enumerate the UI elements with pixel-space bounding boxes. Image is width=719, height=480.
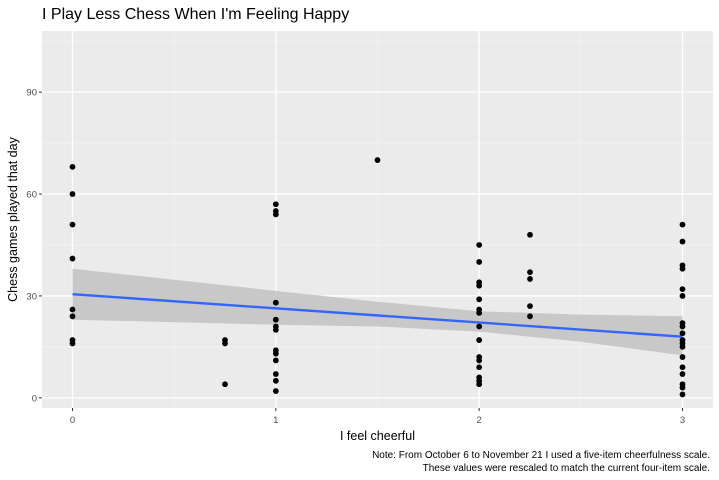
data-point <box>476 381 483 388</box>
confidence-band <box>72 268 683 356</box>
trend-line <box>72 293 683 338</box>
data-point <box>272 357 279 364</box>
data-point <box>272 350 279 357</box>
data-point <box>679 343 686 350</box>
data-point <box>69 306 76 313</box>
chart-title: I Play Less Chess When I'm Feeling Happy <box>42 6 349 23</box>
y-tick-label: 30 <box>26 291 37 302</box>
x-tick-label: 0 <box>70 415 75 426</box>
caption-line-2: These values were rescaled to match the … <box>423 463 710 474</box>
x-tick-label: 3 <box>680 415 685 426</box>
data-point <box>679 391 686 398</box>
data-point <box>679 286 686 293</box>
data-point <box>527 269 533 276</box>
data-point <box>679 265 686 272</box>
y-tick-label: 90 <box>26 88 37 99</box>
data-point <box>679 293 686 299</box>
data-point <box>527 276 533 282</box>
data-point <box>476 323 483 330</box>
data-point <box>679 323 686 330</box>
data-point <box>476 364 483 371</box>
data-point <box>476 242 483 248</box>
data-point <box>69 313 76 320</box>
x-tick-label: 1 <box>273 415 278 426</box>
data-point <box>69 163 76 170</box>
data-points <box>69 157 686 398</box>
data-point <box>679 354 686 360</box>
data-point <box>272 388 279 394</box>
data-point <box>527 231 533 238</box>
data-point <box>69 340 76 347</box>
data-point <box>679 364 686 371</box>
x-axis-label: I feel cheerful <box>340 429 415 443</box>
data-point <box>679 238 686 245</box>
data-point <box>222 340 228 347</box>
data-point <box>476 259 483 265</box>
data-point <box>527 303 533 310</box>
x-tick-label: 2 <box>477 415 482 426</box>
data-point <box>222 381 228 388</box>
data-point <box>679 221 686 228</box>
data-point <box>69 221 76 228</box>
data-point <box>679 330 686 337</box>
data-point <box>272 211 279 218</box>
y-tick-label: 0 <box>32 393 37 404</box>
data-point <box>476 357 483 364</box>
data-point <box>476 337 483 343</box>
y-axis-label: Chess games played that day <box>6 136 20 301</box>
data-point <box>272 201 279 208</box>
data-point <box>679 384 686 391</box>
data-point <box>374 157 381 163</box>
data-point <box>272 299 279 306</box>
data-point <box>69 191 76 197</box>
y-tick-label: 60 <box>26 190 37 201</box>
data-point <box>476 296 483 303</box>
data-point <box>476 310 483 316</box>
data-point <box>272 377 279 384</box>
x-axis-ticks: 0 1 2 3 <box>70 408 685 426</box>
data-point <box>679 371 686 377</box>
data-point <box>272 326 279 333</box>
data-point <box>69 255 76 262</box>
data-point <box>272 371 279 377</box>
data-point <box>527 313 533 320</box>
caption-line-1: Note: From October 6 to November 21 I us… <box>372 450 710 461</box>
data-point <box>476 282 483 289</box>
data-point <box>272 316 279 323</box>
y-axis-ticks: 0 30 60 90 <box>26 88 42 404</box>
grid-minor <box>42 31 713 408</box>
